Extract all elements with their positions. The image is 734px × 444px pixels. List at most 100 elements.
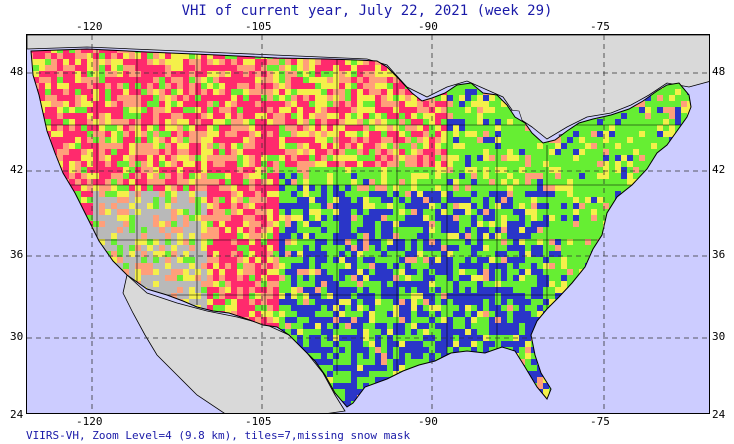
vhi-pixel: [477, 233, 483, 239]
vhi-pixel: [147, 131, 153, 137]
vhi-pixel: [321, 233, 327, 239]
vhi-pixel: [489, 191, 495, 197]
vhi-pixel: [633, 137, 639, 143]
vhi-pixel: [249, 119, 255, 125]
vhi-pixel: [441, 137, 447, 143]
vhi-pixel: [195, 161, 201, 167]
vhi-pixel: [567, 215, 573, 221]
vhi-pixel: [393, 245, 399, 251]
vhi-pixel: [261, 125, 267, 131]
vhi-pixel: [309, 137, 315, 143]
vhi-pixel: [381, 107, 387, 113]
vhi-pixel: [159, 221, 165, 227]
vhi-pixel: [303, 179, 309, 185]
vhi-pixel: [483, 119, 489, 125]
vhi-pixel: [159, 131, 165, 137]
vhi-pixel: [45, 119, 51, 125]
vhi-pixel: [405, 227, 411, 233]
vhi-pixel: [375, 275, 381, 281]
vhi-pixel: [567, 161, 573, 167]
vhi-pixel: [189, 83, 195, 89]
vhi-pixel: [231, 215, 237, 221]
vhi-pixel: [123, 269, 129, 275]
vhi-pixel: [339, 245, 345, 251]
vhi-pixel: [333, 113, 339, 119]
vhi-pixel: [627, 107, 633, 113]
vhi-pixel: [303, 239, 309, 245]
vhi-pixel: [321, 197, 327, 203]
vhi-pixel: [207, 161, 213, 167]
vhi-pixel: [189, 89, 195, 95]
vhi-pixel: [477, 215, 483, 221]
vhi-pixel: [309, 65, 315, 71]
vhi-pixel: [237, 251, 243, 257]
vhi-pixel: [369, 221, 375, 227]
vhi-pixel: [447, 209, 453, 215]
vhi-pixel: [345, 125, 351, 131]
vhi-pixel: [111, 215, 117, 221]
vhi-pixel: [453, 101, 459, 107]
vhi-map[interactable]: [26, 34, 710, 414]
vhi-pixel: [105, 245, 111, 251]
vhi-pixel: [303, 59, 309, 65]
vhi-pixel: [585, 221, 591, 227]
vhi-pixel: [555, 269, 561, 275]
vhi-pixel: [225, 131, 231, 137]
vhi-pixel: [63, 131, 69, 137]
vhi-pixel: [117, 251, 123, 257]
vhi-pixel: [291, 59, 297, 65]
vhi-pixel: [543, 197, 549, 203]
vhi-pixel: [465, 125, 471, 131]
vhi-pixel: [105, 161, 111, 167]
vhi-pixel: [207, 275, 213, 281]
vhi-pixel: [219, 113, 225, 119]
vhi-pixel: [477, 137, 483, 143]
vhi-pixel: [117, 125, 123, 131]
vhi-pixel: [561, 137, 567, 143]
vhi-pixel: [615, 131, 621, 137]
vhi-pixel: [519, 245, 525, 251]
vhi-pixel: [411, 263, 417, 269]
vhi-pixel: [255, 143, 261, 149]
vhi-pixel: [351, 203, 357, 209]
vhi-pixel: [303, 83, 309, 89]
vhi-pixel: [537, 203, 543, 209]
vhi-pixel: [201, 77, 207, 83]
vhi-pixel: [597, 209, 603, 215]
vhi-pixel: [339, 59, 345, 65]
vhi-pixel: [303, 191, 309, 197]
vhi-pixel: [417, 209, 423, 215]
vhi-pixel: [297, 143, 303, 149]
vhi-pixel: [189, 191, 195, 197]
vhi-pixel: [615, 191, 621, 197]
vhi-pixel: [165, 257, 171, 263]
vhi-pixel: [549, 167, 555, 173]
vhi-pixel: [591, 215, 597, 221]
vhi-pixel: [513, 155, 519, 161]
vhi-pixel: [357, 197, 363, 203]
vhi-pixel: [513, 173, 519, 179]
vhi-pixel: [291, 227, 297, 233]
vhi-pixel: [357, 269, 363, 275]
vhi-pixel: [255, 113, 261, 119]
right-lat-label-3: 36: [712, 248, 726, 261]
vhi-pixel: [213, 209, 219, 215]
vhi-pixel: [87, 83, 93, 89]
vhi-pixel: [219, 161, 225, 167]
vhi-pixel: [99, 125, 105, 131]
vhi-pixel: [69, 113, 75, 119]
vhi-pixel: [441, 167, 447, 173]
vhi-pixel: [207, 221, 213, 227]
vhi-pixel: [273, 215, 279, 221]
vhi-pixel: [519, 275, 525, 281]
vhi-pixel: [237, 233, 243, 239]
vhi-pixel: [387, 179, 393, 185]
vhi-pixel: [309, 185, 315, 191]
vhi-pixel: [189, 269, 195, 275]
vhi-pixel: [309, 221, 315, 227]
vhi-pixel: [351, 119, 357, 125]
vhi-pixel: [399, 179, 405, 185]
vhi-pixel: [165, 197, 171, 203]
vhi-pixel: [207, 125, 213, 131]
vhi-pixel: [231, 179, 237, 185]
